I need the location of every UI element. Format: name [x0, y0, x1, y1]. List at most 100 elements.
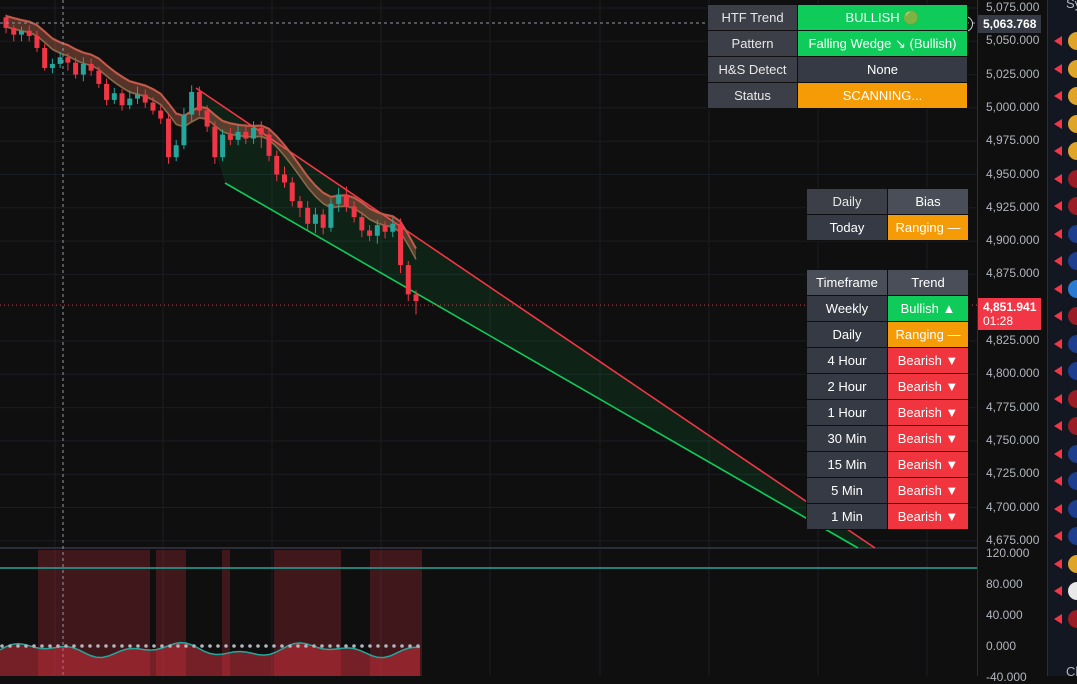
flag-marker-icon[interactable]: [1054, 476, 1062, 486]
gold-coin-icon[interactable]: [1068, 87, 1077, 105]
oscillator-dot: [120, 644, 124, 648]
index-60-icon[interactable]: [1068, 609, 1077, 628]
candle-body: [351, 206, 357, 218]
trend-value: Bearish ▼: [887, 347, 969, 374]
candle-body: [204, 110, 210, 127]
oscillator-dot: [24, 644, 28, 648]
oscillator-zone: [274, 550, 341, 676]
index-60-icon[interactable]: [1068, 197, 1077, 215]
trend-value: Bearish ▼: [887, 373, 969, 400]
candle-body: [243, 131, 249, 139]
htf-value: BULLISH 🟢: [797, 4, 968, 31]
uk-flag-icon[interactable]: [1068, 224, 1077, 243]
htf-value: Falling Wedge ↘ (Bullish): [797, 30, 968, 57]
flag-marker-icon[interactable]: [1054, 531, 1062, 541]
oscillator-dot: [296, 644, 300, 648]
candle-body: [150, 102, 156, 111]
trend-timeframe: 2 Hour: [806, 373, 888, 400]
flag-marker-icon[interactable]: [1054, 256, 1062, 266]
flag-marker-icon[interactable]: [1054, 613, 1062, 624]
bias-value: Ranging —: [887, 214, 969, 241]
candle-body: [181, 114, 187, 146]
index-10-icon[interactable]: [1068, 389, 1077, 408]
flag-marker-icon[interactable]: [1054, 283, 1062, 294]
flag-marker-icon[interactable]: [1054, 173, 1062, 184]
flag-marker-icon[interactable]: [1054, 338, 1062, 349]
gold-coin-icon[interactable]: [1068, 114, 1077, 133]
trend-row: 15 Min Bearish ▼: [806, 451, 969, 478]
candle-body: [367, 230, 373, 236]
oscillator-dot: [160, 644, 164, 648]
oscillator-dot: [144, 644, 148, 648]
watchlist-panel[interactable]: Sy Cl: [1047, 0, 1077, 676]
australia-flag-icon[interactable]: [1068, 362, 1077, 380]
australia-flag-icon[interactable]: [1068, 472, 1077, 490]
flag-marker-icon[interactable]: [1054, 311, 1062, 321]
oscillator-area: [0, 642, 420, 676]
price-tick: 4,775.000: [986, 399, 1040, 414]
trend-value: Ranging —: [887, 321, 969, 348]
htf-row: Status SCANNING...: [707, 82, 968, 109]
flag-marker-icon[interactable]: [1054, 228, 1062, 239]
gold-coin-icon[interactable]: [1068, 554, 1077, 573]
price-tick: 5,050.000: [986, 33, 1040, 48]
trend-row: 4 Hour Bearish ▼: [806, 347, 969, 374]
oscillator-dot: [280, 644, 284, 648]
price-scale[interactable]: 5,075.000 5,050.000 5,025.000 5,000.000 4,97…: [977, 0, 1048, 684]
bias-table: Daily Bias Today Ranging —: [806, 188, 969, 241]
flag-marker-icon[interactable]: [1054, 118, 1062, 129]
trend-timeframe: 4 Hour: [806, 347, 888, 374]
gold-coin-icon[interactable]: [1068, 59, 1077, 78]
candle-body: [26, 30, 32, 36]
flag-marker-icon[interactable]: [1054, 63, 1062, 74]
flag-marker-icon[interactable]: [1054, 146, 1062, 156]
australia-flag-icon[interactable]: [1068, 252, 1077, 270]
price-tick: 5,000.000: [986, 99, 1040, 114]
australia-flag-icon[interactable]: [1068, 527, 1077, 545]
price-tick: 4,925.000: [986, 199, 1040, 214]
candle-body: [336, 194, 342, 204]
index-30-icon[interactable]: [1068, 307, 1077, 325]
candle-body: [405, 265, 411, 295]
candle-body: [196, 91, 202, 111]
candle-body: [220, 134, 226, 158]
oscillator-dot: [272, 644, 276, 648]
flag-marker-icon[interactable]: [1054, 393, 1062, 404]
gold-coin-icon[interactable]: [1068, 142, 1077, 160]
htf-table: HTF Trend BULLISH 🟢 Pattern Falling Wedge ↘…: [707, 4, 968, 109]
flag-marker-icon[interactable]: [1054, 558, 1062, 569]
watchlist-header: Sy: [1066, 0, 1077, 11]
oscillator-dot: [240, 644, 244, 648]
flag-marker-icon[interactable]: [1054, 201, 1062, 211]
flag-marker-icon[interactable]: [1054, 366, 1062, 376]
trend-value: Bearish ▼: [887, 451, 969, 478]
flag-marker-icon[interactable]: [1054, 421, 1062, 431]
index-60-icon[interactable]: [1068, 417, 1077, 435]
oscillator-dot: [112, 644, 116, 648]
trend-timeframe: 15 Min: [806, 451, 888, 478]
price-tick: 4,700.000: [986, 499, 1040, 514]
australia-flag-icon[interactable]: [1068, 444, 1077, 463]
trend-header-timeframe: Timeframe: [806, 269, 888, 296]
candle-body: [374, 225, 380, 236]
oscillator-dot: [392, 644, 396, 648]
gold-coin-icon[interactable]: [1068, 32, 1077, 50]
globe-icon[interactable]: [1068, 279, 1077, 298]
trend-value: Bearish ▼: [887, 399, 969, 426]
flag-marker-icon[interactable]: [1054, 36, 1062, 46]
flag-marker-icon[interactable]: [1054, 448, 1062, 459]
candle-body: [398, 223, 404, 266]
index-60-icon[interactable]: [1068, 169, 1077, 188]
australia-flag-icon[interactable]: [1068, 499, 1077, 518]
flag-marker-icon[interactable]: [1054, 503, 1062, 514]
oscillator-tick: 0.000: [986, 639, 1017, 653]
flag-marker-icon[interactable]: [1054, 91, 1062, 101]
flag-marker-icon[interactable]: [1054, 586, 1062, 596]
trend-timeframe: Weekly: [806, 295, 888, 322]
candle-body: [96, 70, 102, 84]
play-icon[interactable]: [1068, 582, 1077, 600]
candle-body: [11, 27, 17, 35]
australia-flag-icon[interactable]: [1068, 334, 1077, 353]
candle-body: [281, 174, 287, 183]
